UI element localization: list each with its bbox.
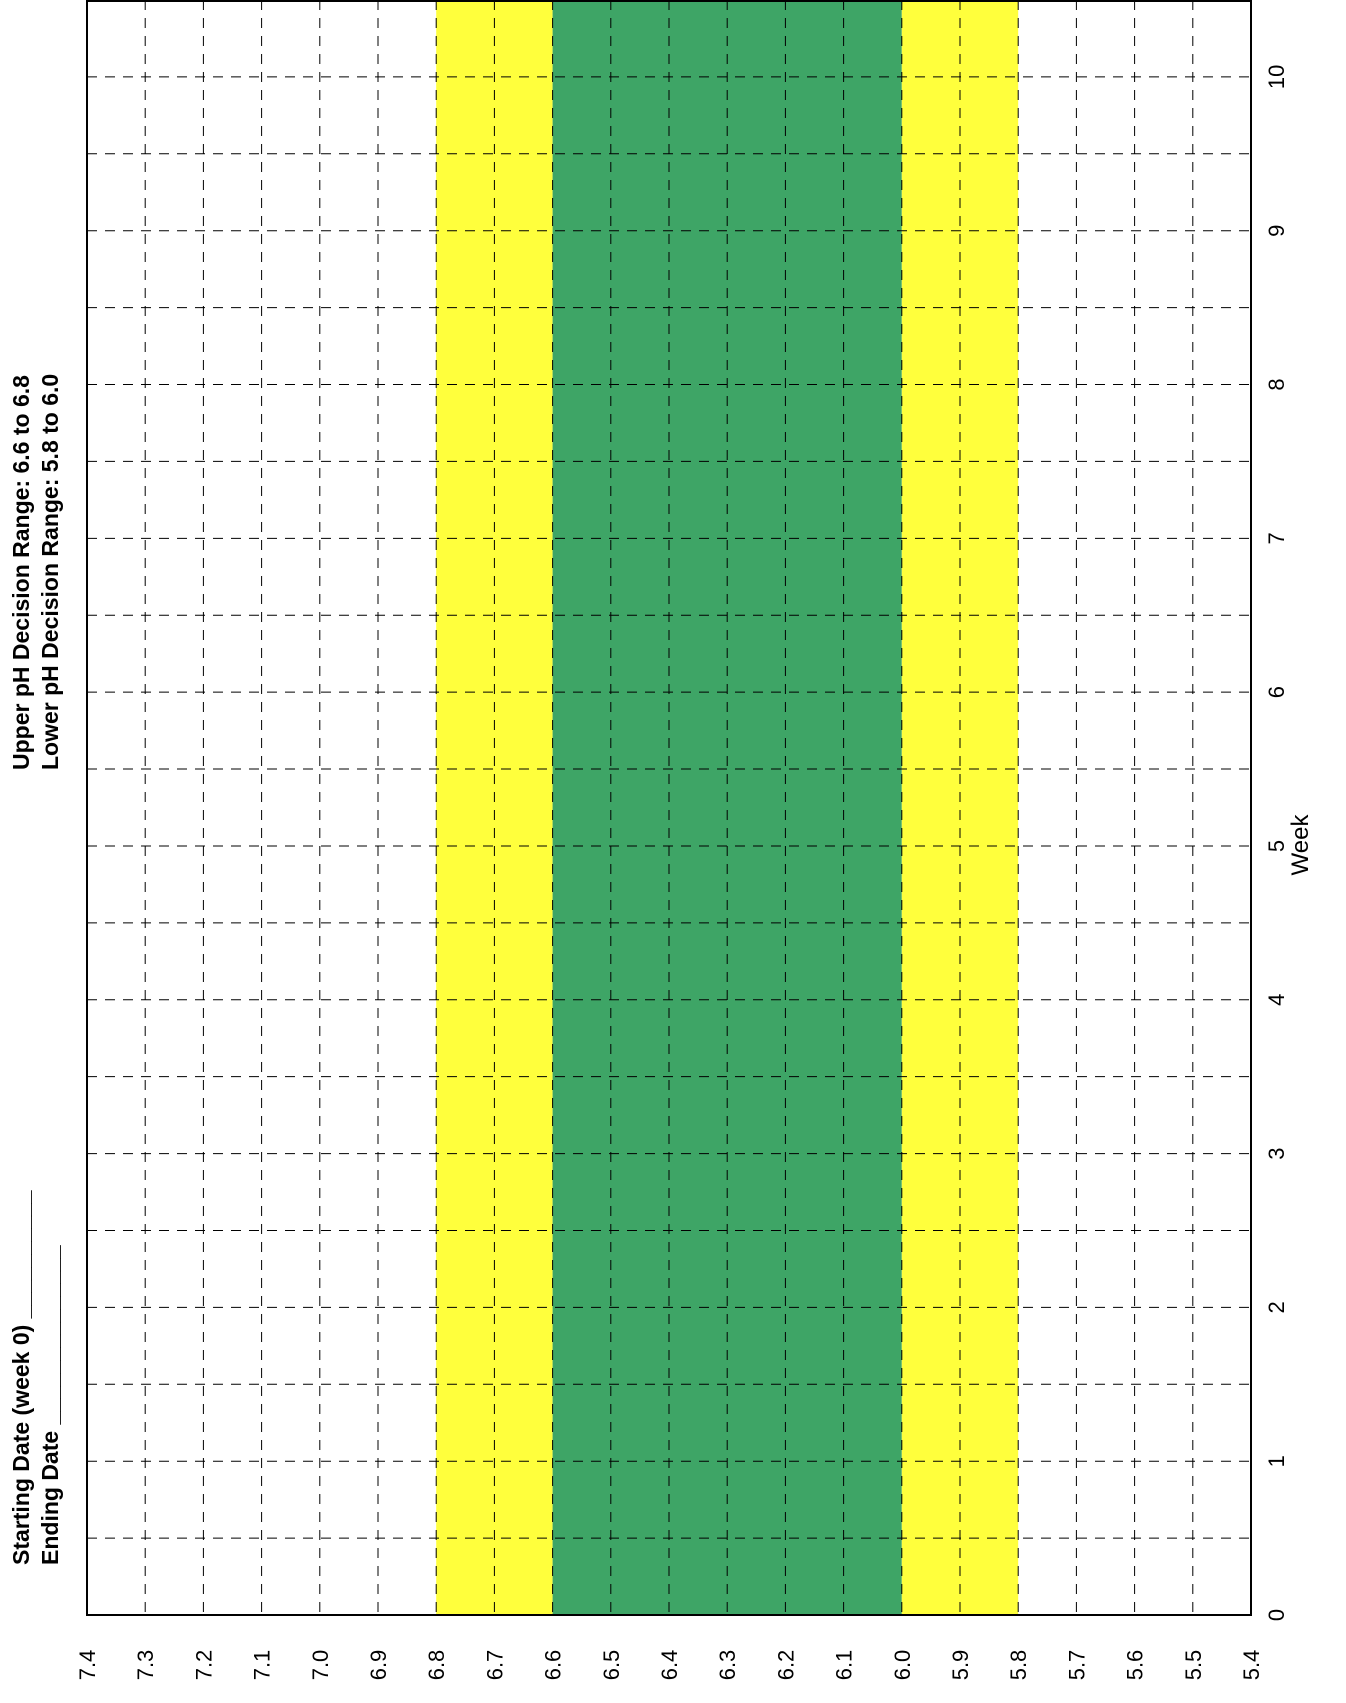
- ending-date-field: Ending Date ______________: [37, 1245, 63, 1565]
- y-tick-label: 6.2: [773, 1650, 798, 1681]
- x-tick-label: 5: [1264, 840, 1289, 852]
- x-tick-label: 10: [1264, 65, 1289, 89]
- y-tick-label: 6.7: [482, 1650, 507, 1681]
- x-tick-label: 2: [1264, 1301, 1289, 1313]
- lower-decision-band: [901, 0, 1019, 1615]
- y-tick-label: 6.8: [424, 1650, 449, 1681]
- x-tick-labels: 0 1 2 3 4 5 6 7 8 9 10: [1264, 65, 1289, 1621]
- y-tick-label: 6.9: [366, 1650, 391, 1681]
- y-tick-label: 7.2: [191, 1650, 216, 1681]
- y-tick-label: 6.0: [890, 1650, 915, 1681]
- starting-date-field: Starting Date (week 0) __________: [8, 1190, 34, 1565]
- y-tick-label: 5.8: [1006, 1650, 1031, 1681]
- y-tick-label: 5.7: [1064, 1650, 1089, 1681]
- plot-frame: [86, 0, 1252, 1616]
- x-tick-label: 0: [1264, 1609, 1289, 1621]
- lower-range-text: Lower pH Decision Range: 5.8 to 6.0: [37, 374, 63, 770]
- x-tick-label: 4: [1264, 994, 1289, 1006]
- x-tick-label: 3: [1264, 1147, 1289, 1159]
- target-band: [552, 0, 902, 1615]
- y-tick-label: 6.6: [541, 1650, 566, 1681]
- upper-decision-band: [436, 0, 553, 1615]
- y-tick-label: 6.1: [832, 1650, 857, 1681]
- y-tick-label: 6.4: [657, 1650, 682, 1681]
- y-tick-label: 5.6: [1123, 1650, 1148, 1681]
- x-tick-label: 9: [1264, 225, 1289, 237]
- y-tick-label: 7.4: [75, 1650, 100, 1681]
- y-tick-label: 6.5: [599, 1650, 624, 1681]
- x-tick-label: 6: [1264, 686, 1289, 698]
- x-axis-label: Week: [1287, 814, 1314, 876]
- grid-layer: [87, 0, 1251, 1615]
- y-tick-labels: 7.4 7.3 7.2 7.1 7.0 6.9 6.8 6.7 6.6 6.5 6.4 6.3 6.2 6…: [75, 1650, 1264, 1681]
- y-tick-label: 6.3: [715, 1650, 740, 1681]
- x-tick-label: 8: [1264, 378, 1289, 390]
- bands-layer: [436, 0, 1019, 1615]
- y-tick-label: 7.1: [250, 1650, 275, 1681]
- y-tick-label: 5.9: [948, 1650, 973, 1681]
- upper-range-text: Upper pH Decision Range: 6.6 to 6.8: [8, 375, 34, 770]
- y-tick-label: 5.5: [1181, 1650, 1206, 1681]
- x-tick-label: 7: [1264, 532, 1289, 544]
- y-tick-label: 5.4: [1239, 1650, 1264, 1681]
- x-tick-label: 1: [1264, 1455, 1289, 1467]
- y-tick-label: 7.0: [308, 1650, 333, 1681]
- y-tick-label: 7.3: [133, 1650, 158, 1681]
